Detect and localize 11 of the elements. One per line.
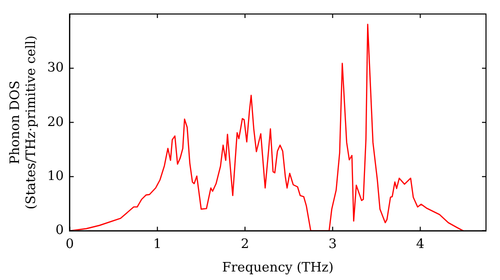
y-tick-label: 0 (55, 223, 64, 238)
x-tick-label: 3 (328, 236, 337, 252)
x-tick-label: 2 (240, 236, 250, 252)
y-axis-title: Phonon DOS (States/THz·primitive cell) (8, 35, 39, 210)
x-axis-title: Frequency (THz) (222, 260, 334, 276)
y-tick-label: 10 (47, 168, 64, 184)
y-tick-label: 20 (47, 114, 64, 130)
y-tick-label: 30 (47, 60, 64, 76)
x-tick-label: 1 (153, 236, 162, 252)
x-tick-label: 0 (66, 236, 74, 252)
x-tick-label: 4 (416, 236, 424, 252)
